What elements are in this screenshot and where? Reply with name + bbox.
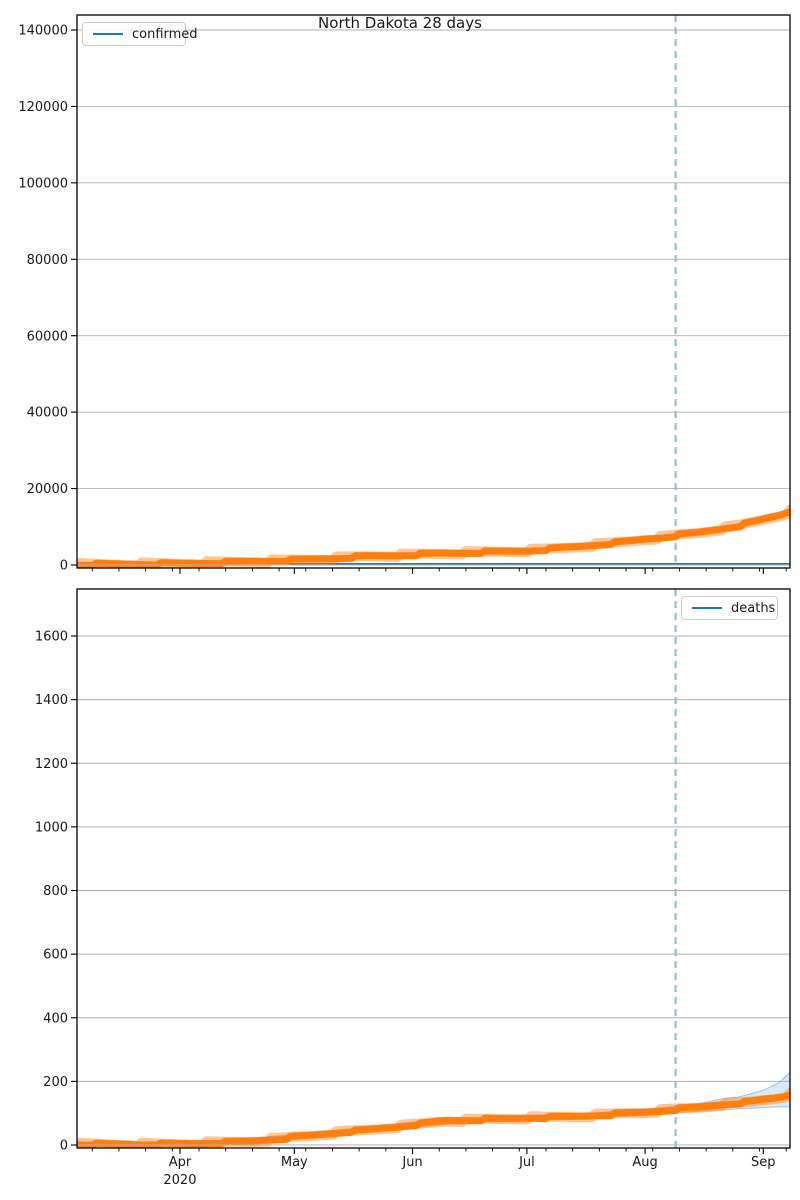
axes-border [76,588,791,1149]
plot-area [77,589,790,1148]
y-tick-label: 1400 [35,693,68,708]
y-tick-label: 1600 [35,630,68,645]
y-tick-label: 20000 [27,482,68,497]
y-tick-label: 40000 [27,406,68,421]
x-tick-label-month: Jul [518,1155,535,1170]
x-tick-label-month: Sep [751,1155,776,1170]
y-tick-label: 80000 [27,253,68,268]
plot-area [77,15,790,568]
confirmed-actual-line [77,508,790,568]
y-tick-label: 600 [43,948,68,963]
legend-line-sample-icon [692,607,722,609]
axes-border [76,14,791,569]
y-tick-label: 200 [43,1075,68,1090]
y-tick-label: 1000 [35,820,68,835]
x-tick-label-month: Jun [401,1155,422,1170]
y-tick-label: 140000 [18,24,68,39]
y-tick-label: 0 [60,559,68,574]
legend-deaths: deaths [681,596,778,620]
x-tick-label-month: Apr [169,1155,192,1170]
y-tick-label: 800 [43,884,68,899]
confirmed-actual-line [77,504,790,568]
x-tick-label-year: 2020 [163,1173,196,1188]
deaths-actual-line [77,1091,790,1148]
y-tick-label: 60000 [27,329,68,344]
legend-line-sample-icon [93,33,123,35]
y-tick-label: 400 [43,1011,68,1026]
y-tick-label: 0 [60,1139,68,1154]
y-tick-label: 120000 [18,100,68,115]
x-tick-label-month: Aug [632,1155,657,1170]
subplot-confirmed: 0 20000 40000 60000 80000 100000 120000 140000 [18,14,791,574]
legend-label-deaths: deaths [731,600,776,616]
subplot-deaths: 0 200 400 600 800 1000 1200 1400 1600 Apr May Jun Ju… [35,588,791,1188]
legend-label-confirmed: confirmed [132,26,198,42]
legend-confirmed: confirmed [82,22,198,46]
y-tick-label: 100000 [18,176,68,191]
figure-title: North Dakota 28 days [318,14,482,32]
y-tick-label: 1200 [35,757,68,772]
x-tick-label-month: May [281,1155,308,1170]
